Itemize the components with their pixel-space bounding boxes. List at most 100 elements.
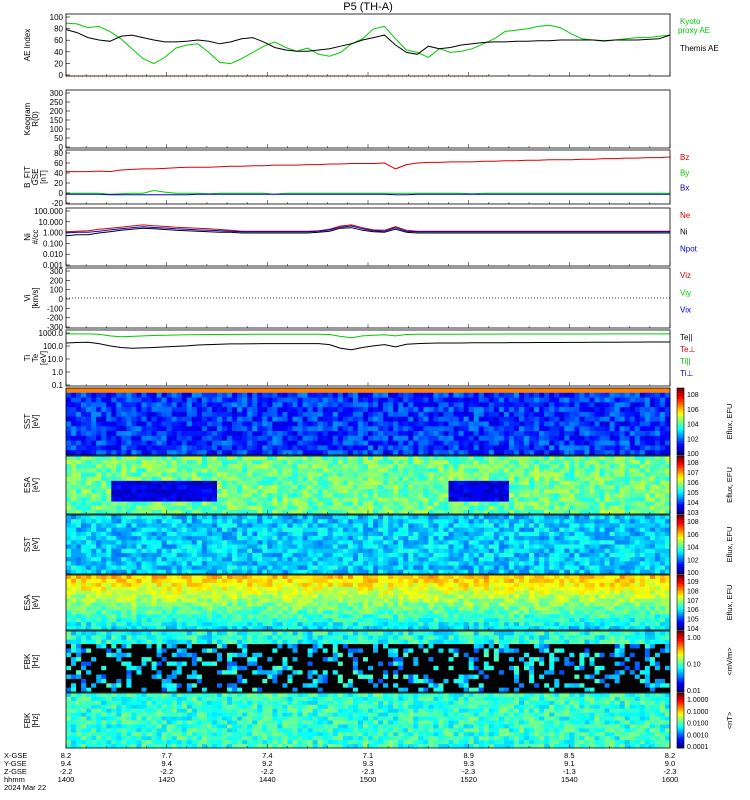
- heatmap-cell: [649, 480, 656, 486]
- heatmap-cell: [312, 509, 318, 515]
- heatmap-cell: [322, 388, 329, 394]
- heatmap-cell: [418, 431, 424, 437]
- heatmap-cell: [513, 480, 520, 486]
- heatmap-cell: [564, 445, 570, 451]
- heatmap-cell: [448, 450, 454, 456]
- heatmap-cell: [342, 392, 349, 398]
- heatmap-cell: [473, 388, 480, 394]
- heatmap-cell: [473, 527, 480, 533]
- heatmap-cell: [267, 468, 273, 473]
- heatmap-cell: [247, 468, 253, 473]
- heatmap-cell: [96, 565, 102, 571]
- heatmap-cell: [594, 416, 600, 422]
- heatmap-cell: [186, 569, 193, 575]
- heatmap-cell: [222, 497, 228, 502]
- heatmap-cell: [96, 531, 102, 537]
- heatmap-cell: [86, 519, 92, 524]
- heatmap-cell: [252, 435, 258, 441]
- colorbar-swatch: [677, 470, 684, 474]
- heatmap-cell: [176, 565, 183, 571]
- heatmap-cell: [534, 489, 540, 494]
- heatmap-cell: [166, 523, 172, 528]
- heatmap-cell: [151, 523, 157, 528]
- heatmap-cell: [227, 388, 233, 394]
- heatmap-cell: [413, 552, 419, 558]
- heatmap-cell: [619, 392, 625, 398]
- heatmap-cell: [443, 527, 449, 533]
- heatmap-cell: [222, 493, 228, 498]
- heatmap-cell: [116, 480, 122, 486]
- heatmap-cell: [181, 480, 188, 486]
- heatmap-cell: [191, 544, 198, 550]
- heatmap-cell: [141, 476, 147, 482]
- heatmap-cell: [81, 557, 87, 562]
- heatmap-cell: [574, 445, 580, 451]
- heatmap-cell: [141, 540, 147, 545]
- heatmap-cell: [589, 480, 595, 486]
- heatmap-cell: [242, 501, 248, 507]
- heatmap-cell: [448, 421, 454, 427]
- heatmap-cell: [544, 460, 550, 465]
- heatmap-cell: [347, 544, 354, 550]
- heatmap-cell: [121, 468, 127, 473]
- heatmap-cell: [604, 480, 610, 486]
- heatmap-cell: [206, 548, 213, 554]
- heatmap-cell: [362, 402, 369, 408]
- heatmap-cell: [307, 561, 313, 566]
- heatmap-cell: [337, 388, 344, 394]
- heatmap-cell: [488, 472, 495, 478]
- heatmap-cell: [503, 445, 510, 451]
- heatmap-cell: [383, 552, 389, 558]
- heatmap-cell: [217, 485, 223, 490]
- heatmap-cell: [428, 548, 434, 554]
- heatmap-cell: [413, 468, 419, 473]
- heatmap-cell: [332, 569, 339, 575]
- heatmap-cell: [277, 557, 283, 562]
- heatmap-cell: [352, 416, 359, 422]
- heatmap-cell: [614, 468, 620, 473]
- heatmap-cell: [468, 392, 474, 398]
- heatmap-cell: [418, 557, 424, 562]
- heatmap-cell: [413, 397, 419, 403]
- heatmap-cell: [594, 497, 600, 502]
- heatmap-cell: [403, 505, 409, 511]
- ylabel-esa_ion: ESA: [23, 476, 32, 493]
- heatmap-cell: [237, 421, 243, 427]
- heatmap-cell: [116, 540, 122, 545]
- heatmap-cell: [96, 421, 102, 427]
- heatmap-cell: [654, 456, 661, 461]
- heatmap-cell: [614, 407, 620, 413]
- heatmap-cell: [539, 450, 545, 456]
- heatmap-cell: [257, 472, 263, 478]
- heatmap-cell: [498, 480, 505, 486]
- heatmap-cell: [181, 497, 188, 502]
- heatmap-cell: [272, 402, 278, 408]
- heatmap-cell: [574, 426, 580, 432]
- heatmap-cell: [373, 468, 379, 473]
- heatmap-cell: [393, 411, 399, 418]
- heatmap-cell: [161, 565, 167, 571]
- heatmap-cell: [438, 505, 444, 511]
- colorbar-swatch: [677, 458, 684, 462]
- heatmap-cell: [468, 523, 474, 528]
- heatmap-cell: [71, 536, 77, 541]
- heatmap-cell: [398, 565, 404, 571]
- heatmap-cell: [96, 445, 102, 451]
- heatmap-cell: [186, 527, 193, 533]
- heatmap-cell: [599, 421, 605, 427]
- heatmap-cell: [524, 397, 530, 403]
- heatmap-cell: [322, 468, 329, 473]
- heatmap-cell: [287, 505, 293, 511]
- heatmap-cell: [247, 450, 253, 456]
- heatmap-cell: [453, 515, 459, 520]
- heatmap-cell: [458, 440, 464, 446]
- heatmap-cell: [448, 544, 454, 550]
- heatmap-cell: [327, 388, 334, 394]
- heatmap-cell: [458, 536, 464, 541]
- heatmap-cell: [463, 536, 469, 541]
- heatmap-cell: [312, 416, 318, 422]
- panel-frame: [65, 207, 671, 267]
- heatmap-cell: [327, 416, 334, 422]
- heatmap-cell: [292, 509, 298, 515]
- heatmap-cell: [191, 540, 198, 545]
